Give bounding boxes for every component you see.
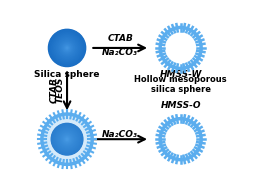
Circle shape (61, 42, 73, 53)
Circle shape (51, 123, 83, 155)
Circle shape (58, 39, 76, 57)
Circle shape (61, 133, 74, 146)
Circle shape (62, 43, 72, 53)
Circle shape (57, 129, 77, 149)
Text: Hollow mesoporous
silica sphere: Hollow mesoporous silica sphere (134, 74, 227, 94)
Circle shape (54, 126, 80, 152)
Text: Na₂CO₃: Na₂CO₃ (102, 130, 138, 139)
Circle shape (57, 129, 78, 150)
Circle shape (60, 40, 75, 55)
Circle shape (48, 29, 86, 67)
Circle shape (42, 114, 92, 164)
Circle shape (60, 41, 74, 55)
Circle shape (58, 130, 77, 149)
Circle shape (54, 35, 80, 61)
Circle shape (67, 139, 68, 140)
Text: Silica sphere: Silica sphere (34, 70, 100, 78)
Circle shape (63, 136, 71, 143)
Circle shape (62, 134, 72, 144)
Text: HMSS-O: HMSS-O (160, 101, 201, 110)
Circle shape (65, 46, 69, 50)
Circle shape (52, 124, 82, 154)
Circle shape (51, 32, 83, 64)
Circle shape (52, 33, 82, 63)
Text: CTAB: CTAB (107, 34, 133, 43)
Circle shape (65, 46, 70, 50)
Circle shape (58, 39, 76, 57)
Circle shape (50, 31, 85, 65)
Circle shape (61, 133, 73, 145)
Circle shape (53, 34, 81, 62)
Circle shape (55, 36, 79, 60)
Circle shape (63, 135, 71, 143)
Circle shape (65, 137, 69, 141)
Circle shape (61, 42, 73, 54)
Circle shape (58, 130, 76, 148)
Circle shape (59, 131, 75, 147)
Circle shape (60, 132, 74, 146)
Circle shape (52, 124, 82, 154)
Circle shape (53, 125, 81, 153)
Circle shape (59, 131, 76, 148)
Circle shape (66, 138, 69, 141)
Circle shape (57, 37, 78, 59)
Circle shape (56, 37, 78, 59)
Circle shape (66, 47, 68, 49)
Circle shape (56, 128, 78, 150)
Circle shape (59, 40, 75, 56)
Circle shape (53, 34, 81, 62)
Circle shape (65, 137, 70, 142)
Circle shape (63, 44, 71, 52)
Circle shape (64, 45, 70, 51)
Text: Na₂CO₃: Na₂CO₃ (102, 48, 138, 57)
Text: HMSS-W: HMSS-W (159, 70, 202, 79)
Circle shape (49, 30, 85, 66)
Circle shape (50, 31, 84, 65)
Circle shape (66, 47, 68, 49)
Circle shape (56, 128, 79, 151)
Circle shape (63, 44, 71, 52)
Circle shape (66, 138, 68, 140)
Circle shape (54, 126, 80, 152)
Circle shape (55, 127, 79, 151)
Text: CTAB: CTAB (50, 77, 59, 103)
Circle shape (62, 134, 72, 144)
Circle shape (53, 125, 81, 153)
Circle shape (51, 33, 82, 64)
Circle shape (64, 136, 70, 142)
Circle shape (60, 132, 75, 147)
Circle shape (55, 36, 79, 60)
Circle shape (57, 38, 77, 58)
Text: TEOS: TEOS (56, 77, 65, 103)
